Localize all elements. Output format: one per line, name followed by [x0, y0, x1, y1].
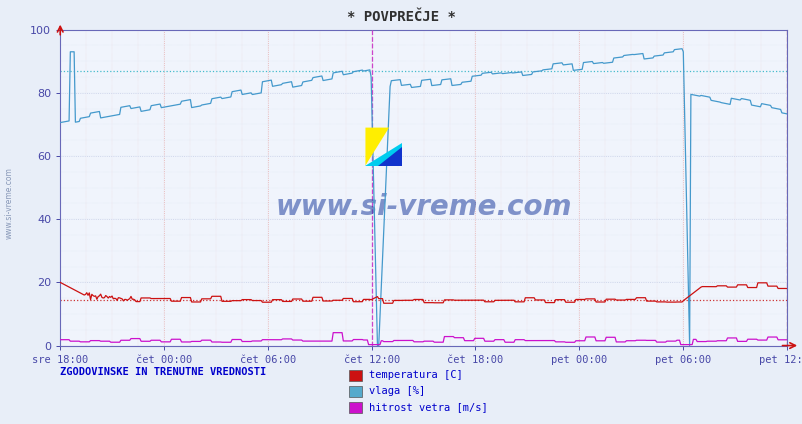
Text: vlaga [%]: vlaga [%]	[369, 386, 425, 396]
Text: www.si-vreme.com: www.si-vreme.com	[275, 192, 571, 220]
Text: temperatura [C]: temperatura [C]	[369, 370, 463, 380]
Polygon shape	[365, 143, 401, 165]
Text: * POVPREČJE *: * POVPREČJE *	[346, 10, 456, 24]
Text: www.si-vreme.com: www.si-vreme.com	[5, 167, 14, 240]
Polygon shape	[365, 128, 389, 165]
Text: hitrost vetra [m/s]: hitrost vetra [m/s]	[369, 402, 488, 413]
Text: ZGODOVINSKE IN TRENUTNE VREDNOSTI: ZGODOVINSKE IN TRENUTNE VREDNOSTI	[60, 367, 266, 377]
Polygon shape	[378, 147, 401, 165]
